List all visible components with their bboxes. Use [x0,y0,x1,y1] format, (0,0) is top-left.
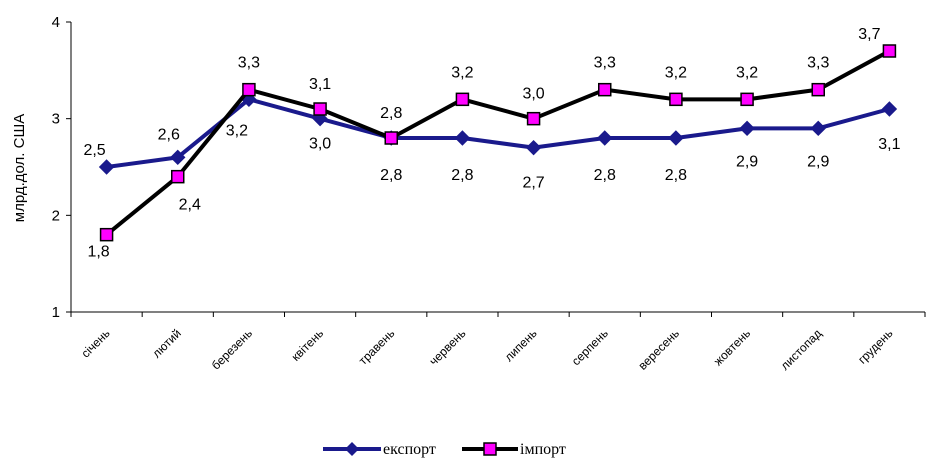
data-label-export: 2,5 [83,142,105,159]
data-point [98,159,115,175]
data-point [881,101,898,117]
x-tick-label: вересень [635,326,682,373]
data-label-import: 3,3 [594,55,616,72]
data-point [525,139,542,156]
data-label-import: 2,4 [179,197,201,214]
data-label-import: 3,1 [309,76,331,93]
x-tick-label: липень [502,326,540,364]
data-label-export: 2,8 [380,167,402,184]
x-tick-label: січень [78,326,112,360]
data-point [455,92,470,107]
y-axis-label: млрд.дол. США [11,114,28,222]
data-label-export: 2,7 [522,175,544,192]
data-point [811,82,825,97]
y-tick-label: 4 [52,14,60,31]
x-tick-label: серпень [569,326,611,368]
data-label-export: 2,9 [807,153,829,170]
data-label-export: 2,9 [736,153,758,170]
x-tick-label: грудень [855,326,895,366]
data-label-import: 3,2 [451,64,473,81]
data-label-export: 2,6 [158,126,180,143]
series-group [98,44,898,242]
data-label-import: 3,3 [807,55,829,72]
data-label-import: 1,8 [87,244,109,261]
data-point [597,130,613,146]
data-point [384,131,398,145]
data-label-export: 2,8 [665,167,687,184]
data-label-export: 3,1 [878,136,900,153]
data-label-export: 3,2 [226,122,248,139]
data-point [454,130,471,146]
data-point [739,120,755,137]
series-line-експорт [106,97,890,169]
data-label-import: 3,7 [858,26,880,43]
y-tick-label: 1 [52,304,60,321]
x-tick-label: червень [427,326,469,368]
x-tick-labels: січень лютий березень квітень травень червень… [78,326,895,373]
x-tick-label: жовтень [711,326,753,368]
data-point [598,82,612,97]
y-tick-label: 2 [52,207,60,224]
data-point [171,169,185,184]
data-point [242,82,256,97]
y-tick-label: 3 [52,111,60,128]
axes [66,21,926,317]
legend-marker-import [483,442,497,456]
data-label-import: 3,2 [736,64,758,81]
data-point [668,130,684,146]
x-tick-label: квітень [289,326,327,364]
data-label-import: 3,0 [522,86,544,103]
data-point [526,111,541,126]
legend-marker-export [345,442,359,456]
x-tick-label: травень [356,326,397,367]
data-label-export: 2,8 [451,167,473,184]
data-point [99,227,114,242]
legend-label-import: імпорт [520,441,566,458]
data-point [810,120,826,137]
data-point [882,44,897,58]
data-label-import: 2,8 [380,105,402,122]
data-label-import: 3,2 [665,64,687,81]
data-point [313,102,327,116]
y-tick-labels: 1 2 3 4 [52,14,60,321]
legend: експорт імпорт [323,441,566,458]
x-tick-label: березень [209,326,255,372]
data-point [170,149,186,166]
data-label-export: 2,8 [594,167,616,184]
data-label-import: 3,3 [238,55,260,72]
data-label-export: 3,0 [309,136,331,153]
y-axis-label-group: млрд.дол. США [11,114,28,222]
legend-label-export: експорт [383,441,436,458]
data-point [740,92,754,107]
x-tick-label: листопад [778,326,825,373]
series-line-імпорт [105,49,891,237]
x-tick-label: лютий [149,326,183,360]
data-point [669,92,683,107]
data-labels: 2,5 2,6 3,2 3,0 2,8 2,8 2,7 2,8 2,8 2,9 2,9 3,1 1,8 2… [83,26,900,261]
